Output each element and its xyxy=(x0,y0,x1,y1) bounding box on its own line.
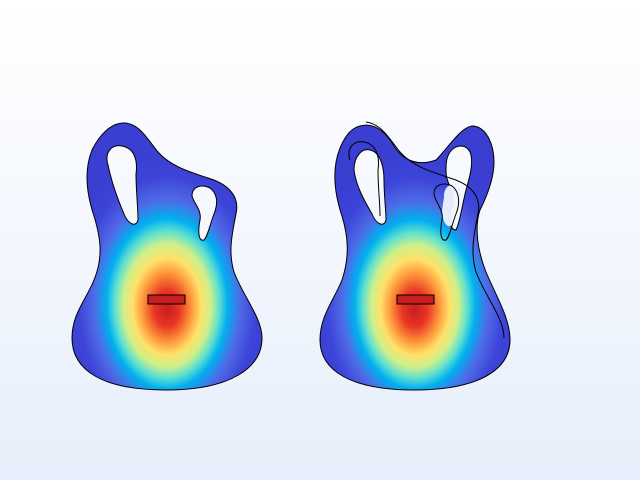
domain-fill xyxy=(71,122,263,391)
heat-source-block xyxy=(147,294,186,305)
original-shape xyxy=(71,122,263,391)
original-outline-overlay xyxy=(348,121,505,339)
heat-source-block xyxy=(396,294,435,305)
domain-fill xyxy=(319,124,511,391)
optimized-shape xyxy=(319,121,511,391)
